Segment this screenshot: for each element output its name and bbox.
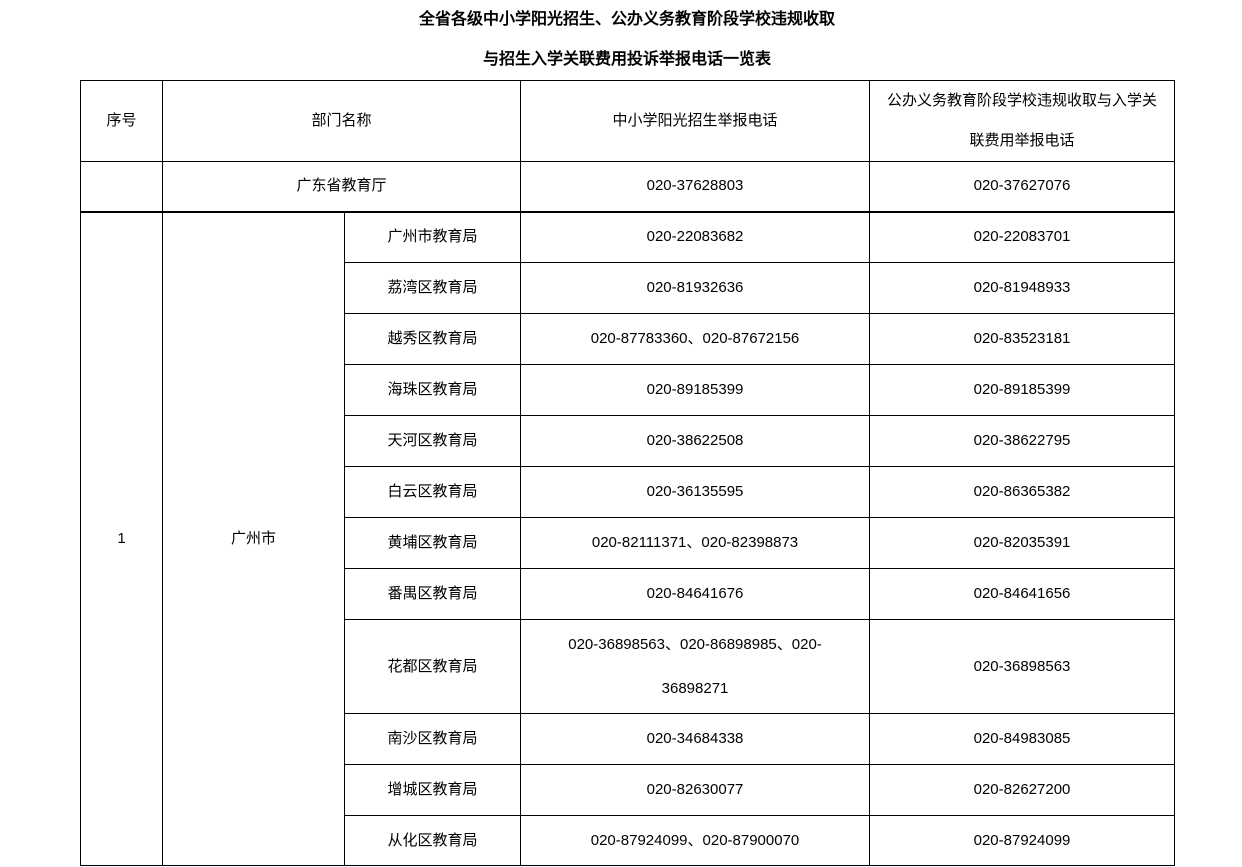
- table-row: 黄埔区教育局 020-82111371、020-82398873 020-820…: [81, 517, 1176, 569]
- phone-fees-cell: 020-89185399: [869, 364, 1176, 416]
- province-index-cell: [80, 161, 163, 212]
- table-row: 南沙区教育局 020-34684338 020-84983085: [81, 713, 1176, 765]
- department-cell: 南沙区教育局: [343, 713, 522, 765]
- table-row: 天河区教育局 020-38622508 020-38622795: [81, 415, 1176, 467]
- table-row: 白云区教育局 020-36135595 020-86365382: [81, 466, 1176, 518]
- table-row: 花都区教育局 020-36898563、020-86898985、020-368…: [81, 619, 1176, 714]
- phone-enrollment-cell: 020-36135595: [520, 466, 871, 518]
- document: 全省各级中小学阳光招生、公办义务教育阶段学校违规收取 与招生入学关联费用投诉举报…: [80, 0, 1176, 866]
- province-phone-enrollment-cell: 020-37628803: [520, 161, 871, 212]
- department-cell: 海珠区教育局: [343, 364, 522, 416]
- phone-fees-cell: 020-22083701: [869, 210, 1176, 263]
- phone-fees-cell: 020-87924099: [869, 815, 1176, 866]
- group-city-cell: 广州市: [162, 210, 345, 866]
- phone-enrollment-text: 020-36898563、020-86898985、020-36898271: [568, 636, 822, 697]
- phone-fees-cell: 020-81948933: [869, 262, 1176, 314]
- table-row: 海珠区教育局 020-89185399 020-89185399: [81, 364, 1176, 416]
- page-title-line1: 全省各级中小学阳光招生、公办义务教育阶段学校违规收取: [418, 11, 835, 28]
- header-index: 序号: [80, 80, 163, 162]
- table-row: 荔湾区教育局 020-81932636 020-81948933: [81, 262, 1176, 314]
- phone-enrollment-cell: 020-82111371、020-82398873: [520, 517, 871, 569]
- department-cell: 白云区教育局: [343, 466, 522, 518]
- phone-fees-cell: 020-84983085: [869, 713, 1176, 765]
- department-cell: 天河区教育局: [343, 415, 522, 467]
- table-row: 1 广州市 广州市教育局 020-22083682 020-22083701: [80, 210, 1176, 866]
- header-phone-fees-text: 公办义务教育阶段学校违规收取与入学关联费用举报电话: [887, 92, 1158, 149]
- province-phone-fees-cell: 020-37627076: [869, 161, 1176, 212]
- department-cell: 番禺区教育局: [343, 568, 522, 620]
- department-cell: 广州市教育局: [343, 210, 522, 263]
- header-department: 部门名称: [161, 80, 522, 162]
- phone-fees-cell: 020-82035391: [869, 517, 1176, 569]
- phone-fees-cell: 020-86365382: [869, 466, 1176, 518]
- department-cell: 从化区教育局: [343, 815, 522, 866]
- table-header-row: 序号 部门名称 中小学阳光招生举报电话 公办义务教育阶段学校违规收取与入学关联费…: [80, 80, 1176, 162]
- department-cell: 增城区教育局: [343, 764, 522, 816]
- phone-enrollment-cell: 020-38622508: [520, 415, 871, 467]
- phone-enrollment-cell: 020-89185399: [520, 364, 871, 416]
- table-row: 越秀区教育局 020-87783360、020-87672156 020-835…: [81, 313, 1176, 365]
- phone-enrollment-cell: 020-87924099、020-87900070: [520, 815, 871, 866]
- table-row: 番禺区教育局 020-84641676 020-84641656: [81, 568, 1176, 620]
- phone-enrollment-cell: 020-87783360、020-87672156: [520, 313, 871, 365]
- phone-fees-cell: 020-84641656: [869, 568, 1176, 620]
- table-row: 从化区教育局 020-87924099、020-87900070 020-879…: [81, 815, 1176, 866]
- province-row: 广东省教育厅 020-37628803 020-37627076: [80, 161, 1176, 212]
- phone-enrollment-cell: 020-82630077: [520, 764, 871, 816]
- table-row: 增城区教育局 020-82630077 020-82627200: [81, 764, 1176, 816]
- department-cell: 花都区教育局: [343, 619, 522, 714]
- department-cell: 黄埔区教育局: [343, 517, 522, 569]
- phone-fees-cell: 020-36898563: [869, 619, 1176, 714]
- phone-fees-cell: 020-83523181: [869, 313, 1176, 365]
- header-phone-fees: 公办义务教育阶段学校违规收取与入学关联费用举报电话: [869, 80, 1176, 162]
- province-department-cell: 广东省教育厅: [161, 161, 522, 212]
- header-phone-enrollment: 中小学阳光招生举报电话: [520, 80, 871, 162]
- group-index-cell: 1: [80, 210, 163, 866]
- phone-enrollment-cell: 020-36898563、020-86898985、020-36898271: [520, 619, 871, 714]
- phone-enrollment-cell: 020-84641676: [520, 568, 871, 620]
- phone-fees-cell: 020-38622795: [869, 415, 1176, 467]
- department-cell: 荔湾区教育局: [343, 262, 522, 314]
- phone-enrollment-cell: 020-22083682: [520, 210, 871, 263]
- phone-fees-cell: 020-82627200: [869, 764, 1176, 816]
- page-title-line2: 与招生入学关联费用投诉举报电话一览表: [482, 51, 771, 68]
- hotline-table: 序号 部门名称 中小学阳光招生举报电话 公办义务教育阶段学校违规收取与入学关联费…: [80, 80, 1176, 866]
- department-cell: 越秀区教育局: [343, 313, 522, 365]
- phone-enrollment-cell: 020-81932636: [520, 262, 871, 314]
- phone-enrollment-cell: 020-34684338: [520, 713, 871, 765]
